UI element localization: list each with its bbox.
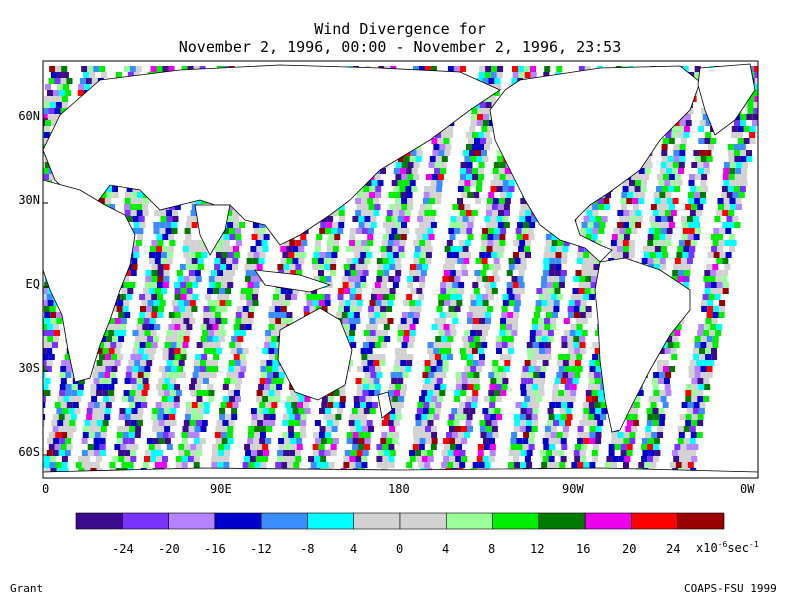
new-zealand [377, 391, 393, 419]
colorbar-units: x10-6sec-1 [696, 540, 759, 555]
indonesia [254, 269, 332, 293]
lon-label-90w: 90W [562, 482, 584, 496]
antarctica [43, 467, 758, 478]
africa [43, 179, 136, 383]
south-america [594, 257, 691, 433]
colorbar-swatch [399, 512, 447, 530]
lat-label-60n: 60N [18, 109, 40, 123]
colorbar-label: 16 [576, 542, 591, 556]
colorbar-swatch [353, 512, 401, 530]
colorbar-label: 12 [530, 542, 545, 556]
colorbar-label: 8 [488, 542, 496, 556]
colorbar-label: 4 [442, 542, 450, 556]
lon-label-90e: 90E [210, 482, 232, 496]
map-title-line2: November 2, 1996, 00:00 - November 2, 19… [178, 38, 622, 56]
colorbar-label: 0 [396, 542, 404, 556]
map-frame [42, 60, 759, 479]
colorbar-swatch [260, 512, 308, 530]
colorbar-swatch [538, 512, 586, 530]
colorbar-swatch [168, 512, 216, 530]
footer-credit: COAPS-FSU 1999 [684, 582, 777, 595]
map-title-line1: Wind Divergence for [314, 20, 486, 38]
colorbar-swatch [307, 512, 355, 530]
colorbar-label: -20 [158, 542, 180, 556]
greenland [697, 63, 756, 136]
north-america [489, 65, 701, 263]
colorbar-label: -16 [204, 542, 226, 556]
colorbar-swatch [75, 512, 123, 530]
colorbar-swatch [445, 512, 493, 530]
colorbar-swatch [631, 512, 679, 530]
colorbar-label: 4 [350, 542, 358, 556]
lat-label-30s: 30S [18, 361, 40, 375]
colorbar-label: 24 [666, 542, 681, 556]
lat-label-eq: EQ [25, 277, 40, 291]
colorbar [75, 512, 725, 530]
lon-label-180: 180 [388, 482, 410, 496]
colorbar-label: -12 [250, 542, 272, 556]
colorbar-swatch [214, 512, 262, 530]
colorbar-swatch [677, 512, 725, 530]
colorbar-swatch [121, 512, 169, 530]
footer-author: Grant [10, 582, 44, 595]
india [194, 204, 231, 256]
colorbar-label: -8 [300, 542, 315, 556]
lat-label-30n: 30N [18, 193, 40, 207]
colorbar-swatch [584, 512, 632, 530]
colorbar-swatch [492, 512, 540, 530]
lat-label-60s: 60S [18, 445, 40, 459]
axis-ticks [43, 118, 48, 456]
eurasia [43, 64, 501, 246]
lon-label-0w: 0W [740, 482, 755, 496]
lon-label-0: 0 [42, 482, 50, 496]
continents [43, 63, 758, 478]
colorbar-label: -24 [112, 542, 134, 556]
australia [277, 307, 353, 401]
colorbar-label: 20 [622, 542, 637, 556]
